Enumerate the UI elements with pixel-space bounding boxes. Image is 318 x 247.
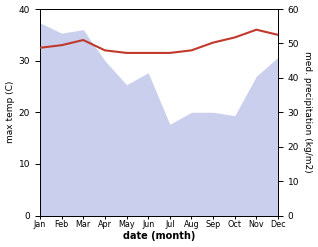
X-axis label: date (month): date (month) bbox=[123, 231, 195, 242]
Y-axis label: max temp (C): max temp (C) bbox=[5, 81, 15, 144]
Y-axis label: med. precipitation (kg/m2): med. precipitation (kg/m2) bbox=[303, 51, 313, 173]
